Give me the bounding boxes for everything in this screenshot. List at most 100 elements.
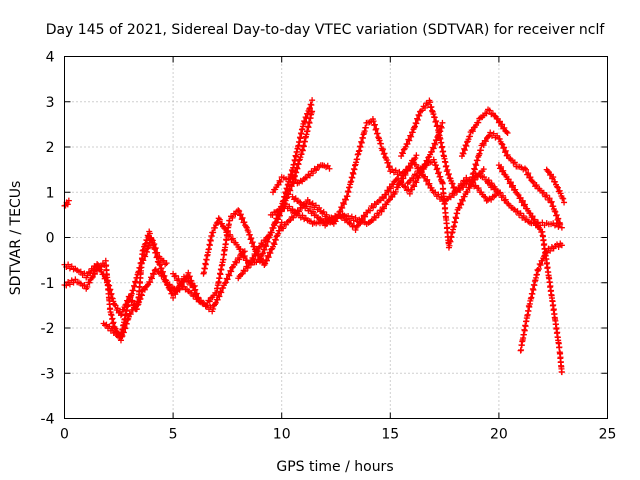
y-tick-label: -4	[41, 412, 55, 428]
data-point-marker	[340, 213, 347, 220]
data-point-marker	[353, 223, 360, 230]
data-point-marker	[383, 201, 390, 208]
data-point-marker	[550, 203, 557, 210]
data-point-marker	[458, 196, 465, 203]
data-point-marker	[427, 99, 434, 106]
data-point-marker	[301, 119, 308, 126]
data-point-marker	[305, 124, 312, 131]
data-point-marker	[268, 229, 275, 236]
data-point-marker	[487, 129, 494, 136]
data-point-marker	[65, 197, 72, 204]
data-point-marker	[255, 244, 262, 251]
data-point-marker	[250, 255, 257, 262]
data-point-marker	[517, 194, 524, 201]
data-point-marker	[293, 211, 300, 218]
data-point-marker	[525, 170, 532, 177]
data-point-marker	[517, 210, 524, 217]
data-point-marker	[525, 308, 532, 315]
data-point-marker	[439, 119, 446, 126]
data-point-marker	[285, 191, 292, 198]
data-point-marker	[458, 201, 465, 208]
data-point-marker	[543, 192, 550, 199]
y-tick-label: 2	[46, 140, 55, 156]
data-point-marker	[277, 206, 284, 213]
data-point-marker	[238, 250, 245, 257]
data-point-marker	[423, 178, 430, 185]
data-point-marker	[192, 286, 199, 293]
data-point-marker	[414, 116, 421, 123]
data-point-marker	[390, 181, 397, 188]
x-tick-label: 0	[60, 427, 69, 443]
data-point-marker	[141, 286, 148, 293]
data-point-marker	[469, 128, 476, 135]
data-point-marker	[218, 220, 225, 227]
data-point-marker	[149, 270, 156, 277]
data-point-marker	[300, 143, 307, 150]
data-point-marker	[290, 214, 297, 221]
data-point-marker	[235, 207, 242, 214]
data-point-marker	[160, 273, 167, 280]
data-point-marker	[464, 139, 471, 146]
data-point-marker	[394, 184, 401, 191]
data-point-marker	[444, 166, 451, 173]
data-point-marker	[303, 174, 310, 181]
data-point-marker	[109, 325, 116, 332]
data-point-marker	[222, 279, 229, 286]
data-point-marker	[485, 133, 492, 140]
data-point-marker	[312, 202, 319, 209]
data-point-marker	[272, 237, 279, 244]
y-axis-label: SDTVAR / TECUs	[8, 181, 24, 296]
data-point-marker	[176, 286, 183, 293]
data-point-marker	[415, 111, 422, 118]
data-point-marker	[447, 238, 454, 245]
data-point-marker	[306, 106, 313, 113]
data-point-marker	[547, 247, 554, 254]
data-point-marker	[210, 229, 217, 236]
data-point-marker	[91, 271, 98, 278]
data-point-marker	[249, 240, 256, 247]
data-point-marker	[306, 172, 313, 179]
data-point-marker	[270, 225, 277, 232]
data-point-marker	[382, 154, 389, 161]
data-point-marker	[286, 203, 293, 210]
data-point-marker	[561, 199, 568, 206]
data-series-10	[278, 116, 416, 232]
data-point-marker	[239, 214, 246, 221]
data-point-marker	[313, 167, 320, 174]
data-point-marker	[399, 150, 406, 157]
data-point-marker	[520, 213, 527, 220]
data-point-marker	[413, 172, 420, 179]
data-series-18	[495, 162, 565, 376]
data-point-marker	[445, 171, 452, 178]
data-point-marker	[472, 161, 479, 168]
data-point-marker	[297, 135, 304, 142]
data-point-marker	[272, 218, 279, 225]
data-point-marker	[410, 182, 417, 189]
data-point-marker	[501, 144, 508, 151]
data-point-marker	[217, 288, 224, 295]
data-point-marker	[544, 168, 551, 175]
data-point-marker	[140, 246, 147, 253]
x-tick-label: 5	[169, 427, 178, 443]
data-point-marker	[223, 237, 230, 244]
data-point-marker	[531, 216, 538, 223]
data-point-marker	[555, 215, 562, 222]
data-point-marker	[338, 204, 345, 211]
data-point-marker	[226, 217, 233, 224]
data-series-1	[61, 197, 72, 209]
data-point-marker	[523, 166, 530, 173]
data-point-marker	[257, 255, 264, 262]
data-point-marker	[380, 195, 387, 202]
data-point-marker	[263, 257, 270, 264]
data-point-marker	[511, 159, 518, 166]
data-point-marker	[186, 274, 193, 281]
data-point-marker	[149, 275, 156, 282]
data-point-marker	[128, 290, 135, 297]
data-point-marker	[237, 211, 244, 218]
data-point-marker	[337, 211, 344, 218]
data-point-marker	[453, 215, 460, 222]
data-point-marker	[460, 150, 467, 157]
data-point-marker	[190, 283, 197, 290]
data-point-marker	[428, 103, 435, 110]
data-point-marker	[405, 136, 412, 143]
